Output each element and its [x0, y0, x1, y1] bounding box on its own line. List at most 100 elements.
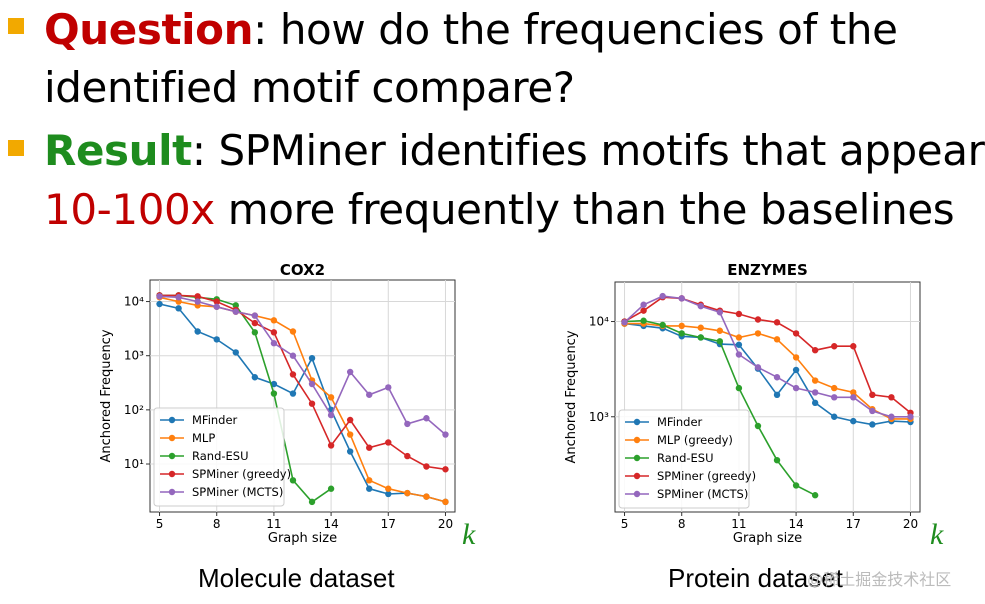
data-point	[735, 341, 743, 348]
data-point	[716, 309, 724, 316]
data-point	[270, 390, 278, 397]
data-point	[869, 407, 876, 415]
data-point	[869, 421, 876, 428]
data-point	[640, 317, 647, 324]
legend-label: SPMiner (MCTS)	[192, 485, 283, 499]
data-point	[754, 330, 762, 337]
x-tick-label: 11	[266, 517, 281, 531]
data-point	[831, 413, 838, 420]
legend-label: Rand-ESU	[192, 449, 249, 463]
data-point	[346, 431, 354, 438]
data-point	[773, 374, 781, 381]
series-line-spminer-mcts-	[623, 295, 911, 418]
data-point	[754, 316, 762, 323]
data-point	[850, 389, 857, 396]
data-point	[850, 394, 857, 401]
data-point	[289, 390, 297, 397]
data-point	[678, 322, 685, 330]
chart-cox2: 5 8 11 14 17 20 10¹ 10² 10³ 10⁴ COX2 Graph size Anch…	[99, 261, 456, 546]
data-point	[811, 346, 819, 354]
legend-marker	[633, 436, 641, 444]
legend-label: SPMiner (MCTS)	[657, 487, 748, 501]
result-keyword: Result	[44, 126, 192, 175]
result-highlight: 10-100x	[44, 185, 215, 234]
y-axis-label: Anchored Frequency	[99, 329, 114, 462]
legend-label: MFinder	[657, 415, 703, 429]
caption-protein-dataset: Protein dataset	[668, 563, 843, 593]
data-point	[308, 498, 316, 506]
data-point	[869, 391, 876, 399]
legend-label: MLP	[192, 431, 215, 445]
legend-marker	[168, 452, 176, 460]
data-point	[232, 308, 239, 315]
series-line-mfinder	[159, 303, 446, 503]
data-point	[754, 422, 762, 430]
data-point	[888, 413, 895, 420]
data-point	[811, 389, 819, 396]
data-point	[811, 399, 819, 407]
data-point	[907, 413, 914, 420]
data-point	[716, 338, 724, 345]
data-point	[232, 349, 239, 356]
data-point	[678, 295, 685, 302]
data-point	[213, 336, 220, 343]
x-tick-label: 17	[846, 517, 861, 531]
x-tick-label: 17	[381, 517, 396, 531]
data-point	[194, 293, 201, 300]
question-keyword: Question	[44, 5, 254, 54]
data-point	[831, 343, 838, 350]
data-point	[251, 329, 259, 336]
data-point	[640, 307, 647, 314]
data-point	[270, 329, 278, 336]
data-point	[385, 439, 392, 446]
data-point	[442, 466, 449, 473]
data-point	[850, 417, 857, 425]
x-tick-label: 5	[621, 517, 629, 531]
data-point	[831, 394, 838, 401]
y-tick-label: 10³	[124, 349, 144, 363]
bullet-marker-result	[8, 140, 24, 156]
chart-enzymes: 5 8 11 14 17 20 10³ 10⁴ ENZYMES Graph size Anchore…	[564, 261, 921, 546]
data-point	[659, 292, 666, 300]
data-point	[423, 493, 430, 500]
legend-label: MFinder	[192, 413, 238, 427]
data-point	[697, 302, 704, 310]
data-point	[366, 485, 373, 492]
series-line-mlp-greedy-	[624, 322, 911, 420]
question-text-line1: : how do the frequencies of the	[253, 5, 898, 54]
legend-label: SPMiner (greedy)	[657, 469, 756, 483]
bullet-result-line1: Result: SPMiner identifies motifs that a…	[44, 121, 985, 181]
legend-marker	[633, 490, 641, 498]
data-point	[175, 294, 182, 301]
data-point	[678, 330, 685, 337]
result-text-line2: more frequently than the baselines	[214, 185, 955, 234]
data-point	[792, 366, 800, 374]
y-tick-label: 10³	[589, 410, 609, 424]
data-point	[385, 490, 392, 498]
bullet-result-line2: 10-100x more frequently than the baselin…	[44, 180, 955, 240]
y-tick-label: 10²	[124, 403, 144, 417]
data-point	[773, 319, 781, 326]
data-point	[270, 340, 278, 347]
data-point	[366, 391, 373, 398]
x-tick-label: 11	[731, 517, 746, 531]
data-point	[289, 477, 297, 484]
data-point	[697, 334, 704, 341]
k-label-left: k	[462, 518, 476, 551]
data-point	[308, 354, 316, 362]
watermark: @稀土掘金技术社区	[807, 572, 952, 589]
bullet-marker-question	[8, 18, 24, 34]
data-point	[442, 498, 449, 506]
data-point	[716, 327, 724, 334]
data-point	[270, 380, 278, 388]
data-point	[792, 354, 800, 361]
data-point	[442, 431, 449, 438]
data-point	[404, 420, 411, 428]
k-label-right: k	[930, 518, 944, 551]
legend-label: Rand-ESU	[657, 451, 714, 465]
data-point	[773, 456, 781, 464]
y-tick-label: 10¹	[124, 457, 144, 471]
x-tick-label: 20	[438, 517, 453, 531]
legend-label: SPMiner (greedy)	[192, 467, 291, 481]
